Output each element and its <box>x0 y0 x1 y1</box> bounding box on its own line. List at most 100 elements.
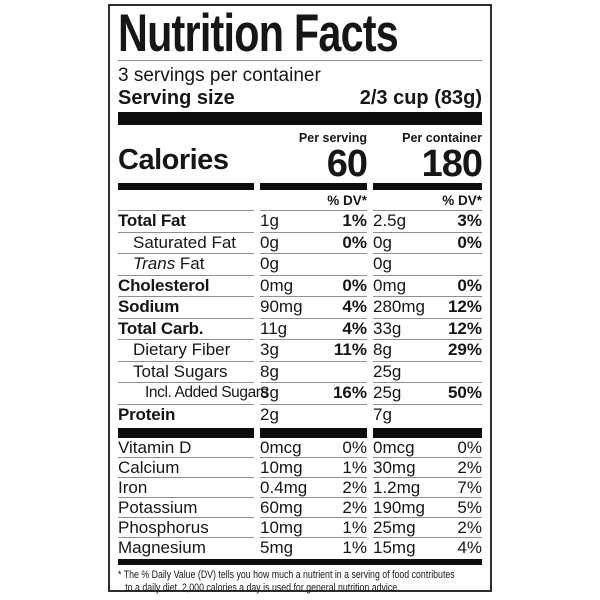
calories-divider-bars <box>118 179 482 190</box>
per-serving-cell: 1g 1% <box>260 211 367 232</box>
calories-section: Calories Per serving 60 Per container 18… <box>118 125 483 185</box>
nutrient-row: Incl. Added Sugars 8g 16% 25g 50% <box>118 382 482 404</box>
container-amount: 280mg <box>373 297 425 316</box>
nutrient-name: Potassium <box>118 497 254 517</box>
dv-header-spacer <box>118 190 254 211</box>
per-serving-cell: 8g 16% <box>260 382 367 404</box>
container-amount: 7g <box>373 404 392 424</box>
nutrient-row: Calcium 10mg 1% 30mg 2% <box>118 457 482 477</box>
container-dv: 0% <box>457 232 482 252</box>
nutrient-row: Protein 2g 7g <box>118 403 482 426</box>
container-dv: 29% <box>447 340 482 359</box>
nutrient-name: Cholesterol <box>118 274 254 297</box>
container-amount: 15mg <box>373 538 416 557</box>
serving-amount: 0g <box>260 254 279 273</box>
nutrient-name: Saturated Fat <box>118 231 254 254</box>
nutrient-name: Iron <box>118 477 254 497</box>
per-serving-cell: 0g <box>260 253 367 275</box>
serving-amount: 10mg <box>260 458 303 477</box>
serving-dv: 1% <box>342 518 367 537</box>
serving-dv: 2% <box>342 478 367 497</box>
label-title: Nutrition Facts <box>118 7 482 61</box>
per-container-cell: 7g <box>373 403 482 426</box>
serving-amount: 60mg <box>260 498 303 517</box>
divider-bar-segment <box>118 183 254 190</box>
per-container-cell: 25mg 2% <box>373 517 482 537</box>
serving-size-value: 2/3 cup (83g) <box>359 87 482 109</box>
container-dv: 2% <box>457 518 482 537</box>
serving-size-row: Serving size 2/3 cup (83g) <box>118 86 482 112</box>
serving-amount: 8g <box>260 361 279 381</box>
serving-dv: 1% <box>342 458 367 477</box>
nutrition-facts-label: Nutrition Facts 3 servings per container… <box>108 4 492 594</box>
per-container-cell: 25g <box>373 360 482 383</box>
nutrient-row: Potassium 60mg 2% 190mg 5% <box>118 497 482 517</box>
serving-dv: 1% <box>342 211 367 230</box>
container-amount: 8g <box>373 340 392 359</box>
per-container-cell: 33g 12% <box>373 317 482 340</box>
container-dv: 4% <box>457 538 482 557</box>
container-dv: 0% <box>457 438 482 457</box>
nutrient-name: Incl. Added Sugars <box>118 382 268 404</box>
nutrient-row: Total Sugars 8g 25g <box>118 360 482 383</box>
container-dv: 0% <box>457 275 482 295</box>
nutrient-row: Sodium 90mg 4% 280mg 12% <box>118 296 482 318</box>
nutrient-row: Magnesium 5mg 1% 15mg 4% <box>118 537 482 557</box>
nutrient-row: Trans Fat 0g 0g <box>118 253 482 275</box>
serving-dv: 0% <box>342 438 367 457</box>
dv-header-row: % DV* % DV* <box>118 190 482 211</box>
per-container-cell: 0mg 0% <box>373 274 482 297</box>
per-container-cell: 2.5g 3% <box>373 211 482 232</box>
nutrient-name: Total Sugars <box>118 360 254 383</box>
nutrient-name: Protein <box>118 403 254 426</box>
container-amount: 190mg <box>373 498 425 517</box>
serving-size-label: Serving size <box>118 87 235 109</box>
per-container-cell: 8g 29% <box>373 339 482 361</box>
nutrient-row: Total Carb. 11g 4% 33g 12% <box>118 317 482 340</box>
serving-dv: 1% <box>342 538 367 557</box>
per-serving-cell: 0mg 0% <box>260 274 367 297</box>
per-serving-cell: 0.4mg 2% <box>260 477 367 497</box>
serving-amount: 2g <box>260 404 279 424</box>
container-dv: 7% <box>457 478 482 497</box>
per-serving-cell: 60mg 2% <box>260 497 367 517</box>
container-amount: 0g <box>373 254 392 273</box>
per-serving-cell: 0g 0% <box>260 231 367 254</box>
nutrient-row: Phosphorus 10mg 1% 25mg 2% <box>118 517 482 537</box>
container-amount: 33g <box>373 318 402 338</box>
container-amount: 0mcg <box>373 438 415 457</box>
container-amount: 2.5g <box>373 211 407 230</box>
serving-amount: 0mg <box>260 275 294 295</box>
calories-per-serving-value: 60 <box>326 143 368 185</box>
container-amount: 25g <box>373 361 402 381</box>
container-amount: 1.2mg <box>373 478 421 497</box>
container-amount: 25g <box>373 383 402 402</box>
serving-amount: 11g <box>260 318 288 338</box>
container-amount: 0mg <box>373 275 407 295</box>
per-container-cell: 0mcg 0% <box>373 438 482 457</box>
serving-amount: 5mg <box>260 538 294 557</box>
calories-per-container-value: 180 <box>421 143 483 185</box>
per-serving-cell: 3g 11% <box>260 339 367 361</box>
nutrient-name: Sodium <box>118 296 254 318</box>
serving-dv: 4% <box>342 318 367 338</box>
container-dv: 2% <box>457 458 482 477</box>
per-container-header: Per container <box>402 131 482 145</box>
nutrient-row: Total Fat 1g 1% 2.5g 3% <box>118 211 482 232</box>
nutrient-row: Vitamin D 0mcg 0% 0mcg 0% <box>118 438 482 457</box>
nutrient-name: Magnesium <box>118 537 254 557</box>
per-container-cell: 25g 50% <box>373 382 482 404</box>
nutrient-row: Iron 0.4mg 2% 1.2mg 7% <box>118 477 482 497</box>
container-amount: 25mg <box>373 518 416 537</box>
protein-divider-bars <box>118 425 482 438</box>
nutrient-row: Dietary Fiber 3g 11% 8g 29% <box>118 339 482 361</box>
serving-dv: 16% <box>332 383 367 402</box>
serving-amount: 8g <box>260 383 279 402</box>
container-amount: 0g <box>373 232 392 252</box>
per-serving-cell: 5mg 1% <box>260 537 367 557</box>
serving-size-divider-bar <box>118 112 482 125</box>
divider-bar-segment <box>373 183 482 190</box>
servings-per-container: 3 servings per container <box>118 65 321 86</box>
serving-dv: 0% <box>342 275 367 295</box>
